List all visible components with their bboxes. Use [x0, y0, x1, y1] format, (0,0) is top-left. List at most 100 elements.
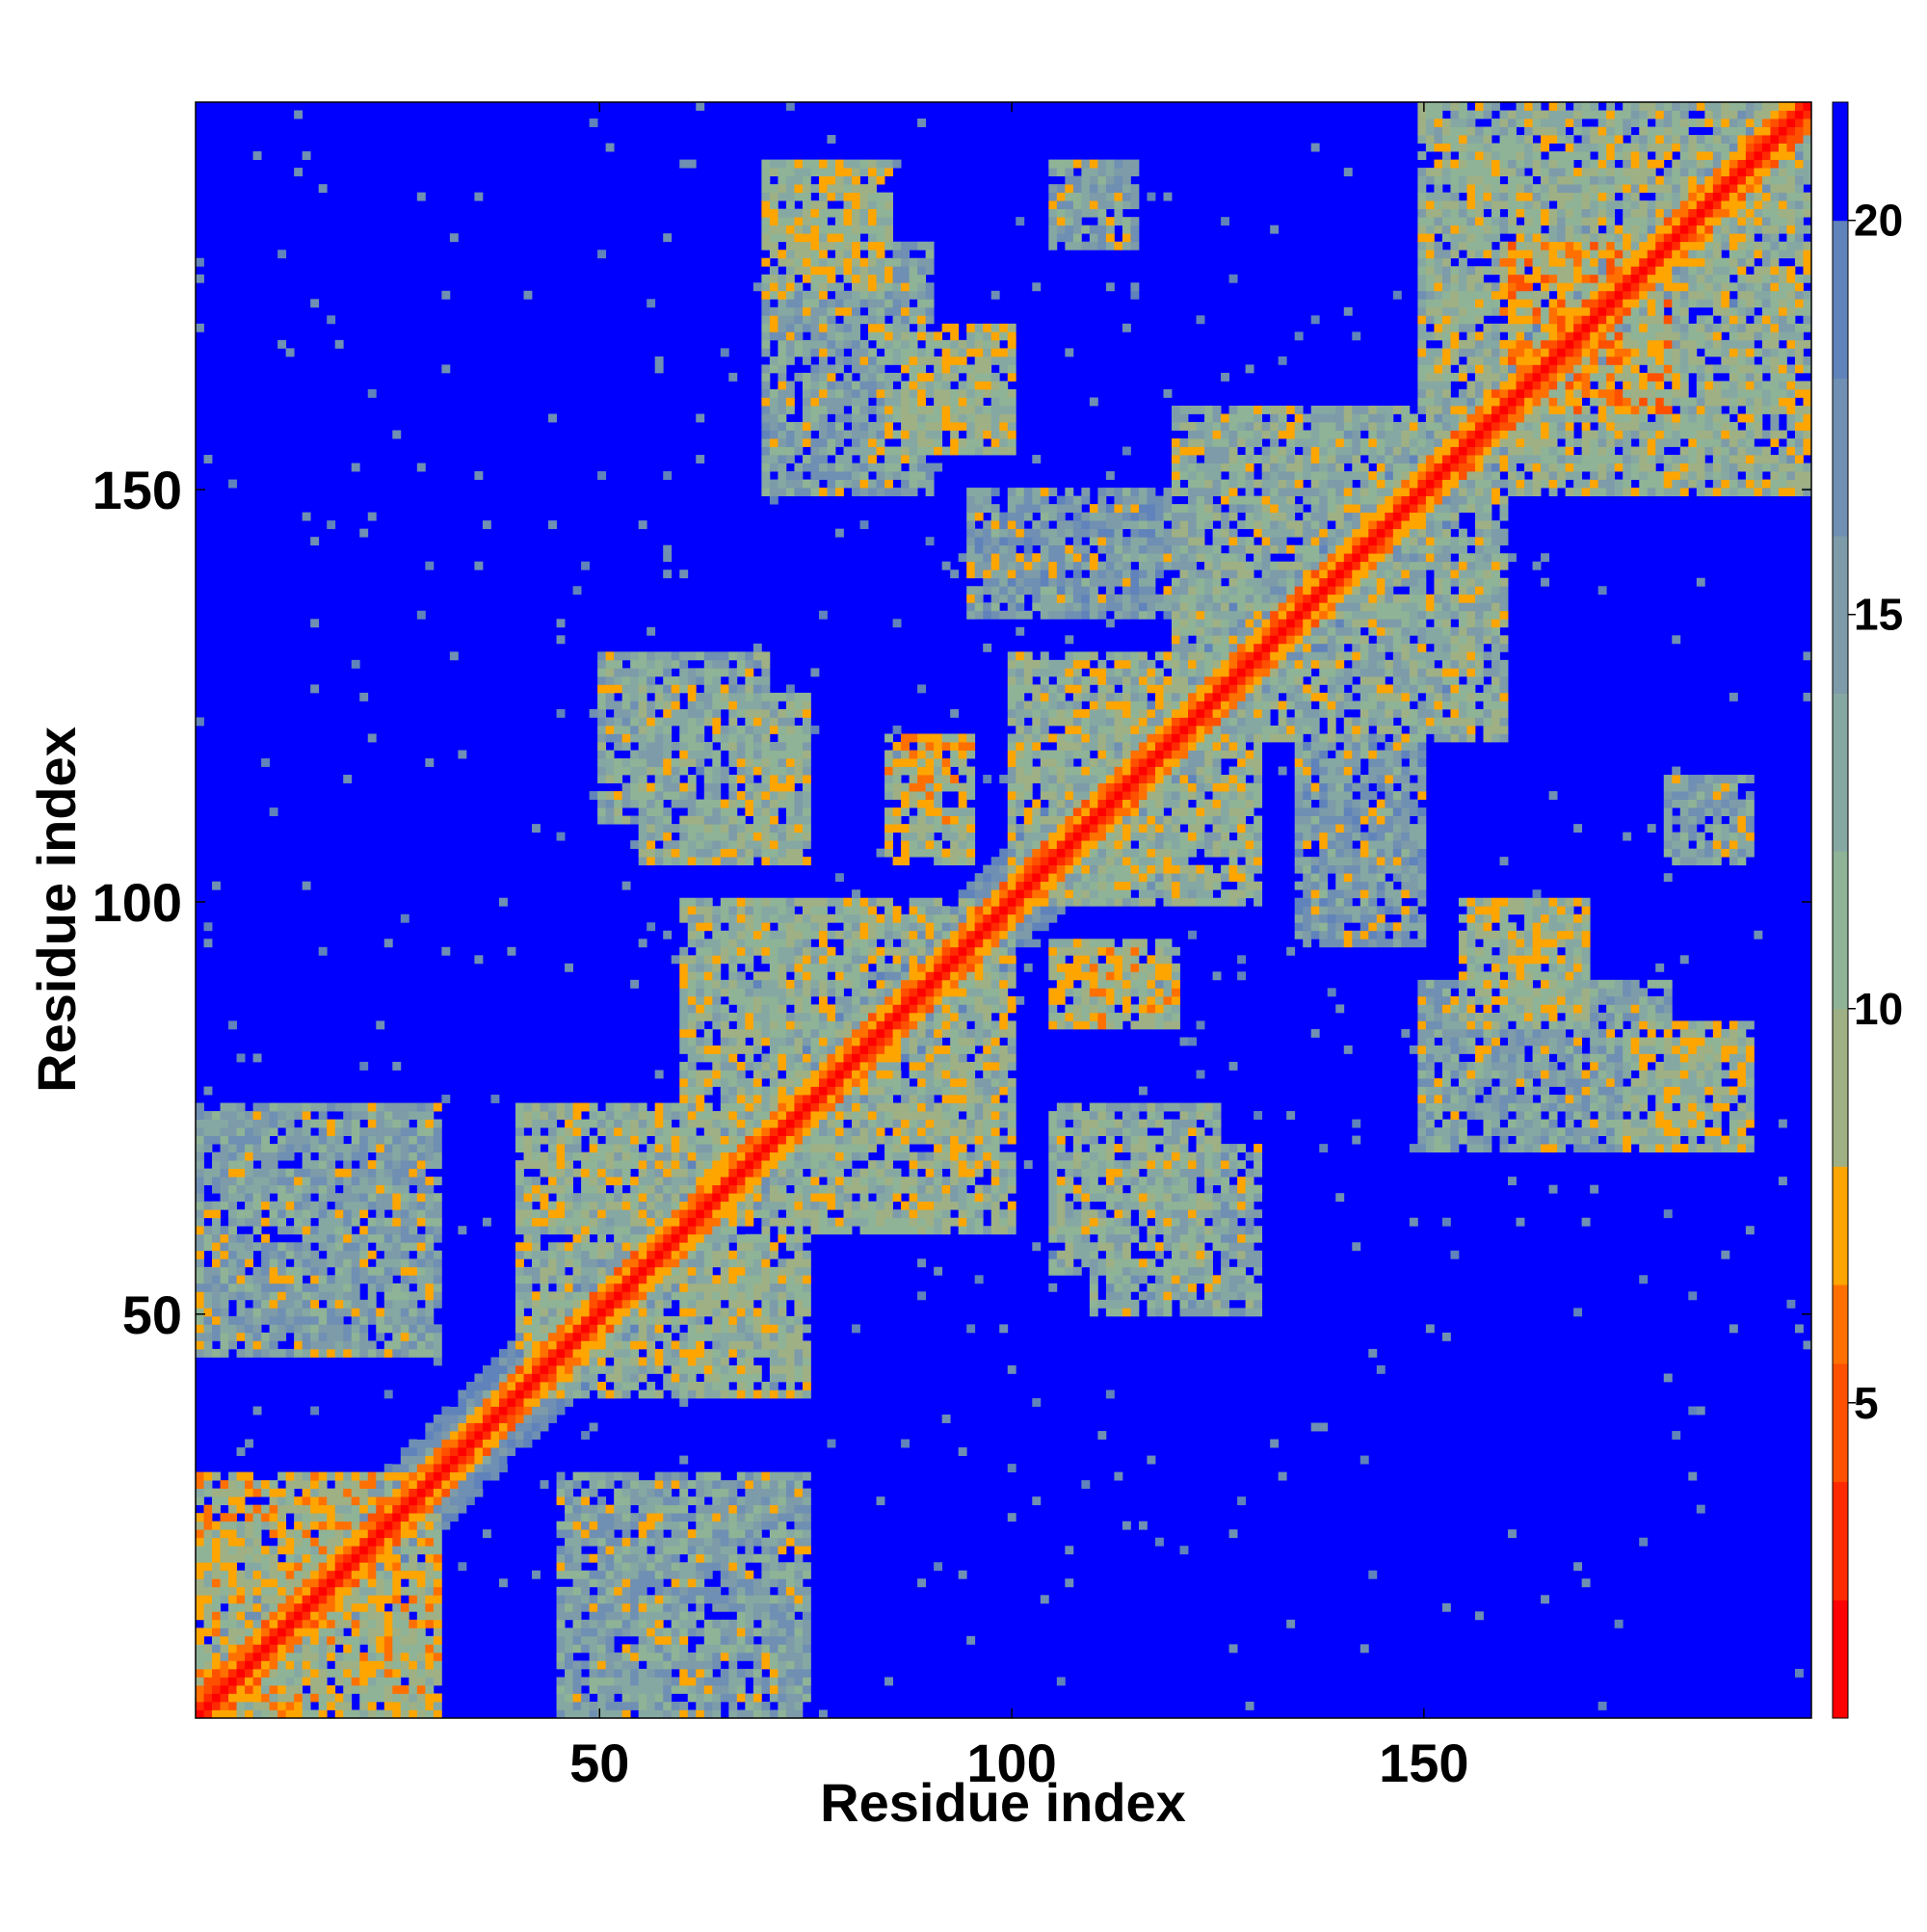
- heatmap-cell: [228, 1168, 237, 1178]
- heatmap-cell: [778, 1275, 787, 1284]
- heatmap-cell: [769, 1209, 779, 1219]
- heatmap-cell: [498, 1455, 508, 1465]
- heatmap-cell: [269, 1586, 278, 1596]
- heatmap-cell: [761, 815, 771, 825]
- heatmap-cell: [679, 1340, 689, 1350]
- heatmap-cell: [647, 1119, 656, 1128]
- heatmap-cell: [703, 1684, 713, 1694]
- heatmap-cell: [556, 1184, 566, 1194]
- heatmap-cell: [769, 1668, 779, 1678]
- heatmap-cell: [769, 1201, 779, 1210]
- heatmap-cell: [778, 1578, 787, 1588]
- heatmap-cell: [769, 1184, 779, 1194]
- heatmap-cell: [671, 1529, 680, 1539]
- heatmap-cell: [785, 1332, 795, 1341]
- heatmap-cell: [425, 561, 435, 570]
- heatmap-cell: [647, 1266, 656, 1276]
- heatmap-cell: [720, 1144, 729, 1153]
- heatmap-cell: [679, 1644, 689, 1654]
- heatmap-cell: [310, 1406, 320, 1416]
- heatmap-cell: [425, 1644, 435, 1654]
- heatmap-cell: [720, 1283, 729, 1292]
- heatmap-cell: [785, 1504, 795, 1514]
- heatmap-cell: [228, 1553, 237, 1563]
- heatmap-cell: [409, 1332, 418, 1341]
- heatmap-cell: [785, 1488, 795, 1497]
- heatmap-cell: [203, 1127, 213, 1136]
- heatmap-cell: [597, 684, 607, 694]
- heatmap-cell: [745, 1184, 754, 1194]
- heatmap-cell: [679, 1357, 689, 1366]
- heatmap-cell: [302, 1595, 311, 1604]
- heatmap-cell: [376, 1504, 385, 1514]
- heatmap-cell: [302, 1315, 311, 1325]
- heatmap-cell: [785, 1315, 795, 1325]
- heatmap-cell: [630, 1308, 640, 1317]
- heatmap-cell: [523, 1422, 533, 1432]
- heatmap-cell: [433, 1415, 442, 1423]
- heatmap-cell: [409, 1562, 418, 1572]
- heatmap-cell: [318, 1693, 328, 1703]
- heatmap-cell: [392, 1168, 402, 1178]
- heatmap-cell: [565, 1595, 573, 1604]
- heatmap-cell: [696, 1340, 705, 1350]
- heatmap-cell: [663, 1586, 673, 1596]
- heatmap-cell: [597, 1242, 607, 1252]
- heatmap-cell: [720, 1291, 729, 1301]
- heatmap-cell: [597, 1201, 607, 1210]
- heatmap-cell: [252, 1619, 262, 1628]
- heatmap-cell: [663, 1644, 673, 1654]
- heatmap-cell: [359, 1258, 369, 1268]
- heatmap-cell: [212, 1119, 221, 1128]
- heatmap-cell: [769, 1357, 779, 1366]
- heatmap-cell: [196, 1701, 204, 1710]
- heatmap-cell: [679, 955, 689, 965]
- heatmap-cell: [416, 1693, 426, 1703]
- heatmap-cell: [220, 1628, 229, 1637]
- heatmap-cell: [343, 1709, 353, 1719]
- heatmap-cell: [696, 1562, 705, 1572]
- heatmap-cell: [351, 1233, 360, 1243]
- heatmap-cell: [720, 815, 729, 825]
- heatmap-cell: [720, 1504, 729, 1514]
- heatmap-cell: [769, 1480, 779, 1490]
- heatmap-cell: [572, 1553, 582, 1563]
- heatmap-cell: [245, 1144, 253, 1153]
- heatmap-cell: [769, 208, 779, 218]
- heatmap-cell: [654, 1283, 664, 1292]
- heatmap-cell: [778, 1004, 787, 1014]
- heatmap-cell: [761, 1275, 771, 1284]
- heatmap-cell: [720, 1193, 729, 1203]
- heatmap-cell: [302, 512, 311, 521]
- heatmap-cell: [752, 988, 762, 997]
- heatmap-cell: [515, 1406, 524, 1416]
- heatmap-cell: [720, 1151, 729, 1161]
- heatmap-cell: [720, 1480, 729, 1490]
- heatmap-cell: [515, 1308, 524, 1317]
- heatmap-cell: [203, 922, 213, 932]
- heatmap-cell: [654, 1266, 664, 1276]
- heatmap-cell: [416, 1496, 426, 1506]
- heatmap-cell: [383, 1193, 393, 1203]
- heatmap-cell: [581, 1431, 591, 1440]
- heatmap-cells: [196, 102, 1812, 1719]
- heatmap-cell: [654, 684, 664, 694]
- heatmap-cell: [736, 1644, 746, 1654]
- heatmap-cell: [687, 791, 697, 800]
- heatmap-cell: [605, 1619, 615, 1628]
- heatmap-cell: [203, 1660, 213, 1670]
- heatmap-cell: [589, 1201, 598, 1210]
- heatmap-cell: [687, 799, 697, 808]
- heatmap-cell: [376, 1693, 385, 1703]
- heatmap-cell: [728, 701, 738, 710]
- heatmap-cell: [745, 741, 754, 751]
- heatmap-cell: [367, 1144, 377, 1153]
- heatmap-cell: [392, 1537, 402, 1547]
- heatmap-cell: [400, 1464, 409, 1473]
- heatmap-cell: [778, 1471, 787, 1481]
- heatmap-cell: [490, 1464, 500, 1473]
- heatmap-cell: [712, 1168, 722, 1178]
- heatmap-cell: [761, 1709, 771, 1719]
- heatmap-cell: [376, 1553, 385, 1563]
- heatmap-cell: [720, 1078, 729, 1087]
